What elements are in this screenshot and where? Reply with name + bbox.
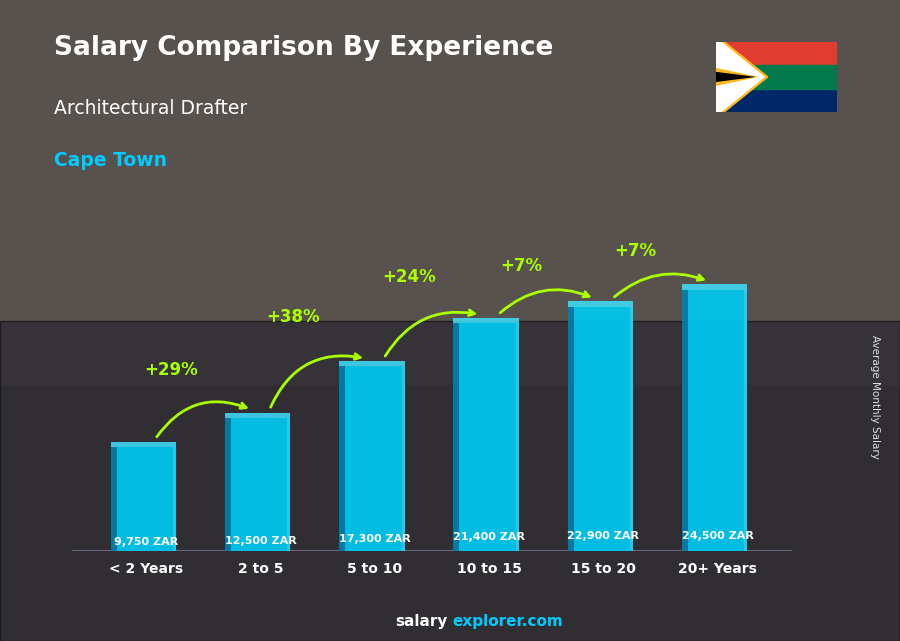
Polygon shape [716,42,768,77]
Bar [682,290,688,551]
Bar [630,306,633,551]
Bar [459,322,519,551]
Text: 9,750 ZAR: 9,750 ZAR [114,537,178,547]
Polygon shape [716,42,764,77]
FancyBboxPatch shape [0,320,900,641]
Text: +24%: +24% [382,269,436,287]
Text: 21,400 ZAR: 21,400 ZAR [453,532,525,542]
Text: 22,900 ZAR: 22,900 ZAR [567,531,639,542]
Bar [688,290,747,551]
Bar [173,447,176,551]
Bar [573,306,633,551]
Bar [716,65,837,88]
Text: +7%: +7% [500,256,542,274]
Text: Cape Town: Cape Town [54,151,167,170]
Text: +38%: +38% [266,308,320,326]
Text: +29%: +29% [145,362,198,379]
Bar [225,418,231,551]
Bar [454,317,519,322]
Bar [231,418,291,551]
Bar [111,442,176,447]
Bar [454,322,459,551]
Text: 17,300 ZAR: 17,300 ZAR [339,534,410,544]
Text: +7%: +7% [615,242,656,260]
Bar [111,447,117,551]
Text: 12,500 ZAR: 12,500 ZAR [225,536,296,546]
Text: 24,500 ZAR: 24,500 ZAR [682,531,753,541]
Bar [287,418,291,551]
Text: explorer.com: explorer.com [452,615,562,629]
Polygon shape [716,77,768,112]
Bar [225,413,291,418]
Bar [339,367,345,551]
Bar [568,306,573,551]
Text: Architectural Drafter: Architectural Drafter [54,99,248,119]
Bar [568,301,633,306]
Bar [401,367,405,551]
Bar [744,290,747,551]
Bar [345,367,405,551]
Text: Average Monthly Salary: Average Monthly Salary [869,335,880,460]
Bar [339,362,405,367]
Text: Salary Comparison By Experience: Salary Comparison By Experience [54,35,554,62]
Bar [716,88,837,112]
Bar [682,285,747,290]
Polygon shape [716,77,764,112]
Bar [716,42,837,65]
Bar [117,447,176,551]
Polygon shape [716,42,761,112]
Bar [516,322,519,551]
Text: salary: salary [396,615,448,629]
